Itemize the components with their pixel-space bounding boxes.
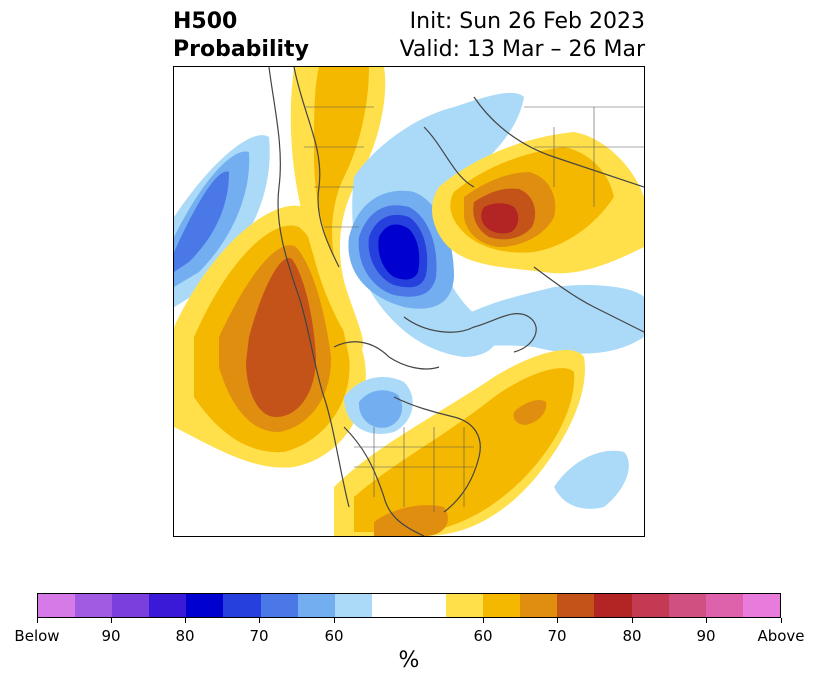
anomaly-low-greenland-core: [378, 224, 420, 280]
chart-title-right: Init: Sun 26 Feb 2023 Valid: 13 Mar – 26…: [400, 8, 645, 64]
colorbar-tick-mark: [632, 618, 633, 623]
colorbar-segment: [334, 594, 372, 617]
colorbar-segment: [446, 594, 484, 617]
colorbar-tick-label: 60: [324, 627, 344, 645]
colorbar-segment: [38, 594, 76, 617]
colorbar-tick-mark: [185, 618, 186, 623]
colorbar-segment: [371, 594, 409, 617]
anomaly-warm-atlantic-spot: [513, 400, 547, 425]
colorbar-segment: [668, 594, 706, 617]
colorbar-tick-label: 60: [473, 627, 493, 645]
init-date: Init: Sun 26 Feb 2023: [409, 9, 645, 34]
colorbar-tick-mark: [557, 618, 558, 623]
colorbar-segment: [483, 594, 521, 617]
colorbar-tick-mark: [259, 618, 260, 623]
colorbar-segment: [594, 594, 632, 617]
colorbar-segment: [408, 594, 447, 617]
colorbar-segment: [223, 594, 261, 617]
colorbar-segment: [297, 594, 335, 617]
colorbar-tick-mark: [706, 618, 707, 623]
colorbar-segment: [705, 594, 743, 617]
anomaly-warm-westcoast-dark: [246, 257, 316, 417]
colorbar-segment: [557, 594, 595, 617]
anomaly-blue-greatlakes-mid: [358, 390, 403, 428]
colorbar-tick-mark: [483, 618, 484, 623]
colorbar-tick-label: 90: [101, 627, 121, 645]
anomaly-blue-siberia: [434, 285, 644, 354]
colorbar-tick-label: Above: [757, 627, 805, 645]
colorbar-tick-label: 80: [175, 627, 195, 645]
colorbar-tick-label: 90: [696, 627, 716, 645]
colorbar-segment: [260, 594, 298, 617]
anomaly-warm-russia-core: [481, 203, 519, 234]
colorbar-segment: [186, 594, 224, 617]
colorbar-tick-mark: [781, 618, 782, 623]
colorbar-segment: [75, 594, 113, 617]
colorbar-tick-label: 70: [547, 627, 567, 645]
valid-range: Valid: 13 Mar – 26 Mar: [399, 37, 645, 62]
colorbar-tick-label: Below: [14, 627, 60, 645]
colorbar-segment: [631, 594, 669, 617]
colorbar-tick-mark: [334, 618, 335, 623]
anomaly-blue-npacific-right: [554, 450, 629, 509]
colorbar-unit: %: [398, 648, 420, 673]
colorbar-tick-label: 80: [622, 627, 642, 645]
probability-map: [173, 66, 645, 537]
colorbar: [37, 593, 781, 618]
anomaly-warm-europe-orange: [314, 67, 369, 257]
anomaly-warm-atlantic-dark: [374, 505, 448, 536]
chart-title-left: H500 Probability: [173, 8, 309, 64]
colorbar-segment: [149, 594, 187, 617]
colorbar-segment: [742, 594, 780, 617]
colorbar-tick-mark: [111, 618, 112, 623]
map-svg: [174, 67, 644, 536]
coastlines: [268, 67, 644, 536]
colorbar-segment: [520, 594, 558, 617]
title-h500: H500: [173, 9, 238, 34]
anomaly-blue-pacific-dark: [174, 171, 229, 272]
borders: [304, 106, 644, 512]
title-probability: Probability: [173, 37, 309, 62]
colorbar-segment: [112, 594, 150, 617]
colorbar-tick-mark: [37, 618, 38, 623]
colorbar-tick-label: 70: [249, 627, 269, 645]
